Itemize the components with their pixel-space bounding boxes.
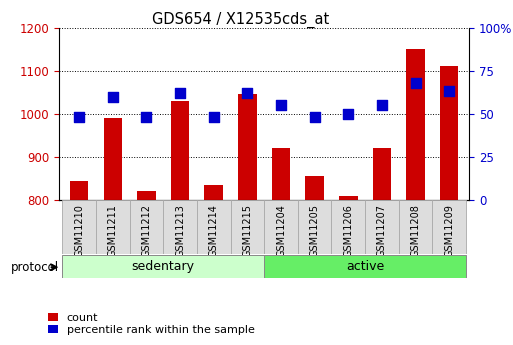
- FancyBboxPatch shape: [130, 200, 163, 254]
- FancyBboxPatch shape: [264, 200, 298, 254]
- Text: GSM11211: GSM11211: [108, 204, 118, 257]
- Point: [142, 115, 150, 120]
- Text: GSM11207: GSM11207: [377, 204, 387, 257]
- Bar: [171, 101, 189, 200]
- Text: GSM11204: GSM11204: [276, 204, 286, 257]
- Point: [243, 90, 251, 96]
- FancyBboxPatch shape: [298, 200, 331, 254]
- Text: GSM11215: GSM11215: [242, 204, 252, 257]
- Point: [378, 102, 386, 108]
- FancyBboxPatch shape: [264, 255, 466, 278]
- FancyBboxPatch shape: [331, 200, 365, 254]
- Point: [411, 80, 420, 86]
- Text: GSM11205: GSM11205: [310, 204, 320, 257]
- Text: sedentary: sedentary: [132, 260, 195, 273]
- Point: [210, 115, 218, 120]
- Text: GSM11210: GSM11210: [74, 204, 84, 257]
- FancyBboxPatch shape: [230, 200, 264, 254]
- Bar: [406, 49, 425, 200]
- Bar: [205, 185, 223, 200]
- Text: protocol: protocol: [11, 261, 60, 274]
- Bar: [137, 191, 156, 200]
- FancyBboxPatch shape: [163, 200, 197, 254]
- Bar: [305, 176, 324, 200]
- Point: [445, 89, 453, 94]
- Bar: [70, 181, 88, 200]
- Text: GSM11213: GSM11213: [175, 204, 185, 257]
- Point: [277, 102, 285, 108]
- Text: active: active: [346, 260, 384, 273]
- Text: GDS654 / X12535cds_at: GDS654 / X12535cds_at: [152, 12, 330, 28]
- Bar: [104, 118, 122, 200]
- Point: [344, 111, 352, 117]
- FancyBboxPatch shape: [96, 200, 130, 254]
- Bar: [272, 148, 290, 200]
- FancyBboxPatch shape: [365, 200, 399, 254]
- Point: [109, 94, 117, 99]
- FancyBboxPatch shape: [197, 200, 230, 254]
- Point: [75, 115, 83, 120]
- Point: [176, 90, 184, 96]
- Text: GSM11214: GSM11214: [209, 204, 219, 257]
- Text: GSM11212: GSM11212: [142, 204, 151, 257]
- FancyBboxPatch shape: [399, 200, 432, 254]
- Text: GSM11209: GSM11209: [444, 204, 454, 257]
- Text: GSM11208: GSM11208: [410, 204, 421, 257]
- Legend: count, percentile rank within the sample: count, percentile rank within the sample: [47, 312, 255, 336]
- Bar: [339, 196, 358, 200]
- Bar: [440, 66, 459, 200]
- FancyBboxPatch shape: [63, 255, 264, 278]
- Bar: [372, 148, 391, 200]
- FancyBboxPatch shape: [63, 200, 96, 254]
- Bar: [238, 95, 256, 200]
- Text: GSM11206: GSM11206: [343, 204, 353, 257]
- FancyBboxPatch shape: [432, 200, 466, 254]
- Point: [310, 115, 319, 120]
